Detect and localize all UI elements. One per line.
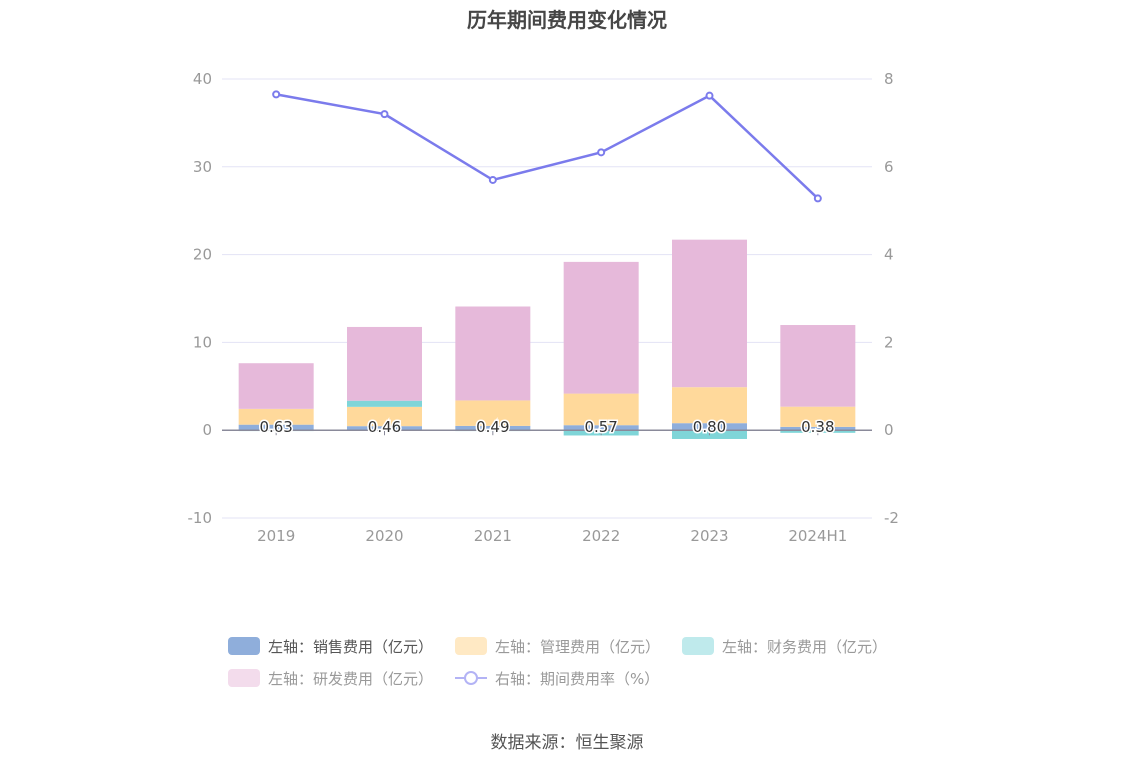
- rate-point: [597, 148, 606, 157]
- x-tick-label: 2020: [365, 527, 403, 545]
- y-right-tick-label: 4: [884, 246, 894, 264]
- sales-data-label: 0.80: [693, 418, 726, 436]
- rate-line: [275, 93, 819, 200]
- rate-point: [380, 110, 389, 119]
- bar-admin: [672, 387, 747, 424]
- sales-data-label: 0.57: [584, 418, 617, 436]
- bar-admin: [780, 406, 856, 427]
- legend-swatch-admin: [455, 637, 488, 655]
- bar-sales: [780, 426, 856, 431]
- bar-rd: [455, 306, 531, 401]
- y-right-tick-label: -2: [884, 509, 899, 527]
- legend-label-finance: 左轴：财务费用（亿元）: [722, 637, 888, 656]
- legend-swatch-finance: [682, 637, 715, 655]
- y-left-tick-label: 10: [193, 333, 212, 351]
- rate-point: [813, 194, 822, 203]
- legend: 左轴：销售费用（亿元） 左轴：管理费用（亿元） 左轴：财务费用（亿元） 左轴：研…: [228, 630, 928, 694]
- x-tick-label: 2023: [690, 527, 728, 545]
- legend-item-rd[interactable]: 左轴：研发费用（亿元）: [228, 668, 433, 689]
- y-right-tick-label: 6: [884, 158, 894, 176]
- rate-point: [272, 90, 281, 99]
- bar-sales: [563, 425, 639, 431]
- bar-sales: [238, 424, 314, 431]
- bar-sales: [672, 423, 747, 431]
- legend-label-admin: 左轴：管理费用（亿元）: [495, 637, 661, 656]
- y-left-tick-label: 0: [202, 421, 212, 439]
- x-tick-label: 2021: [474, 527, 512, 545]
- bar-rd: [563, 261, 639, 394]
- y-left-tick-label: 20: [193, 246, 212, 264]
- legend-swatch-sales: [228, 637, 260, 655]
- legend-item-sales[interactable]: 左轴：销售费用（亿元）: [228, 636, 433, 657]
- bar-admin: [347, 406, 422, 427]
- sales-data-label: 0.49: [476, 418, 509, 436]
- bar-rd: [780, 325, 856, 407]
- bar-sales: [455, 425, 531, 431]
- chart-plot: -10 -2 0 0 10 2 20 4 30 6 40 8 2019 2020 2021 2022 2023 2…: [188, 70, 899, 545]
- sales-data-label: 0.63: [259, 418, 292, 436]
- y-left-tick-label: 30: [193, 158, 212, 176]
- sales-data-label: 0.46: [368, 418, 401, 436]
- legend-item-rate[interactable]: 右轴：期间费用率（%）: [455, 668, 659, 689]
- rate-point: [488, 175, 497, 184]
- x-tick-label: 2022: [582, 527, 620, 545]
- bar-sales: [347, 426, 422, 431]
- y-right-tick-label: 0: [884, 421, 894, 439]
- bar-rd: [347, 326, 422, 401]
- legend-label-rd: 左轴：研发费用（亿元）: [268, 669, 434, 688]
- y-left-tick-label: -10: [188, 509, 213, 527]
- y-left-tick-label: 40: [193, 70, 212, 88]
- y-right-tick-label: 2: [884, 333, 894, 351]
- bar-admin: [563, 393, 639, 426]
- y-right-tick-label: 8: [884, 70, 894, 88]
- legend-label-rate: 右轴：期间费用率（%）: [495, 669, 660, 688]
- x-tick-label: 2024H1: [788, 527, 847, 545]
- legend-item-finance[interactable]: 左轴：财务费用（亿元）: [682, 636, 887, 657]
- bar-admin: [238, 408, 314, 425]
- sales-data-label: 0.38: [801, 418, 834, 436]
- data-source: 数据来源：恒生聚源: [490, 733, 644, 753]
- rate-point: [705, 91, 714, 100]
- chart-title: 历年期间费用变化情况: [467, 8, 667, 32]
- legend-item-admin[interactable]: 左轴：管理费用（亿元）: [455, 636, 660, 657]
- legend-label-sales: 左轴：销售费用（亿元）: [268, 637, 434, 656]
- bar-finance: [347, 400, 422, 407]
- legend-swatch-rd: [228, 669, 260, 687]
- legend-line-icon: [455, 669, 488, 687]
- x-tick-label: 2019: [257, 527, 295, 545]
- bar-rd: [672, 239, 747, 388]
- bar-admin: [455, 400, 531, 426]
- bar-rd: [238, 363, 314, 409]
